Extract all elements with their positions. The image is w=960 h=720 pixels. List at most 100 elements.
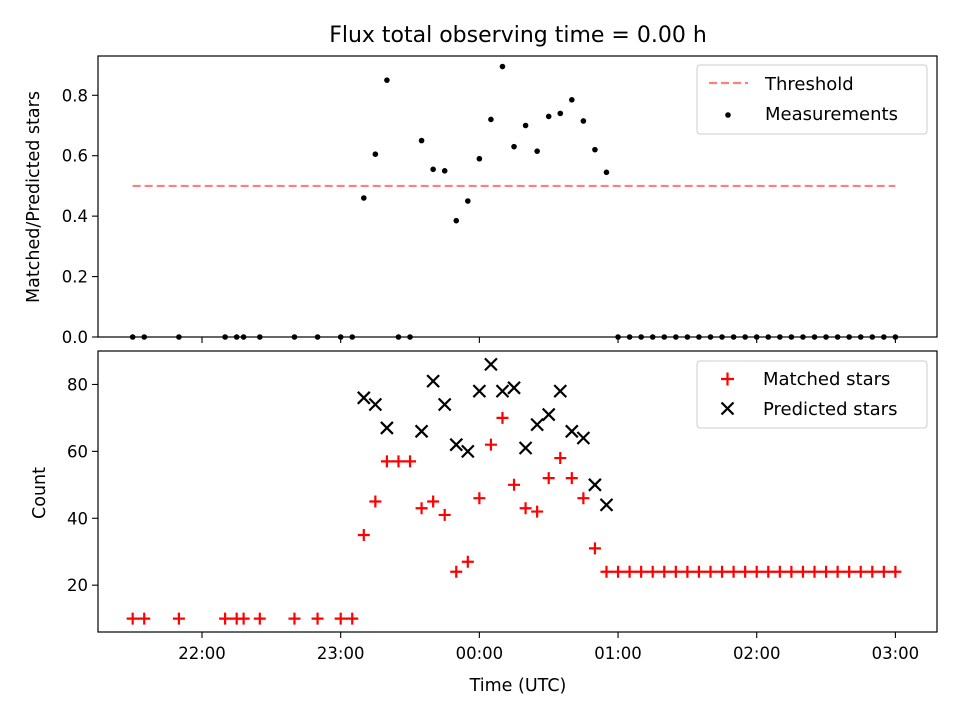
matched-stars-point xyxy=(438,508,451,521)
matched-stars-point xyxy=(577,492,590,505)
measurement-point xyxy=(233,334,240,340)
ratio-panel: 0.00.20.40.60.8 Matched/Predicted stars … xyxy=(24,55,938,347)
matched-stars-point xyxy=(369,495,382,508)
predicted-stars-point xyxy=(553,384,568,398)
predicted-stars-point xyxy=(380,421,394,435)
predicted-stars-point xyxy=(426,374,440,388)
matched-stars-point xyxy=(843,565,856,578)
ratio-y-tick-label: 0.8 xyxy=(62,86,88,105)
measurement-point xyxy=(256,334,263,340)
predicted-stars-point xyxy=(495,384,510,398)
counts-y-tick-label: 20 xyxy=(67,576,88,595)
matched-stars-point xyxy=(785,565,798,578)
predicted-stars-point xyxy=(461,444,475,459)
matched-stars-point xyxy=(762,565,775,578)
measurement-point xyxy=(753,334,760,340)
matched-stars-point xyxy=(415,502,428,515)
counts-panel: 20 40 60 80 22:00 23:00 00:00 01:00 02:00 03:00 C… xyxy=(30,350,938,696)
measurement-point xyxy=(788,334,795,340)
matched-stars-point xyxy=(126,612,139,625)
measurement-point xyxy=(846,334,852,340)
ratio-panel-frame xyxy=(97,55,938,338)
measurement-point xyxy=(222,334,228,340)
measurement-point xyxy=(730,334,737,340)
measurements-legend-swatch xyxy=(725,112,731,118)
predicted-stars-point xyxy=(484,357,498,372)
measurement-point xyxy=(476,155,483,162)
measurement-point xyxy=(684,334,691,340)
matched-stars-point xyxy=(531,505,544,518)
predicted-stars-point xyxy=(599,498,614,512)
counts-y-tick-label: 60 xyxy=(67,442,88,461)
matched-stars-point xyxy=(658,565,671,578)
predicted-stars-point xyxy=(449,437,464,452)
counts-y-axis-label: Count xyxy=(30,467,50,519)
matched-stars-point xyxy=(237,612,250,625)
measurement-point xyxy=(453,217,460,224)
measurement-point xyxy=(557,110,564,117)
ratio-y-tick-label: 0.4 xyxy=(62,207,88,226)
measurement-point xyxy=(534,148,540,154)
matched-stars-point xyxy=(669,565,682,578)
matched-stars-point xyxy=(716,565,729,578)
matched-stars-point xyxy=(692,565,705,578)
predicted-stars-point xyxy=(565,424,579,439)
counts-legend: Matched stars Predicted stars xyxy=(696,360,928,429)
counts-panel-axes: 20 40 60 80 22:00 23:00 00:00 01:00 02:00 03:00 xyxy=(67,375,919,663)
predicted-stars-point xyxy=(357,391,371,405)
measurement-point xyxy=(649,334,656,340)
counts-x-tick-label: 03:00 xyxy=(872,644,920,663)
matched-stars-point xyxy=(820,565,833,578)
matched-legend-swatch xyxy=(721,372,734,386)
matched-stars-point xyxy=(461,555,474,568)
matched-stars-point xyxy=(288,612,301,625)
measurement-point xyxy=(857,334,864,340)
matched-stars-point xyxy=(380,455,393,468)
predicted-stars-point xyxy=(518,441,533,455)
matched-stars-point xyxy=(750,565,763,578)
matched-stars-point xyxy=(404,455,417,468)
measurement-point xyxy=(372,151,379,157)
measurement-point xyxy=(673,334,679,340)
matched-stars-point xyxy=(346,612,359,625)
matched-stars-point xyxy=(588,542,601,555)
matched-stars-point xyxy=(773,565,786,578)
matched-stars-point xyxy=(554,452,567,465)
matched-stars-point xyxy=(877,565,890,578)
measurement-point xyxy=(800,334,806,340)
matched-stars-point xyxy=(727,565,740,578)
counts-x-tick-label: 23:00 xyxy=(317,644,365,663)
ratio-legend: Threshold Measurements xyxy=(696,64,928,135)
matched-stars-point xyxy=(646,565,659,578)
matched-stars-point xyxy=(612,565,625,578)
counts-x-tick-label: 22:00 xyxy=(178,644,226,663)
predicted-stars-point xyxy=(368,397,383,412)
threshold-legend-label: Threshold xyxy=(764,74,854,95)
predicted-legend-label: Predicted stars xyxy=(763,399,897,420)
matched-stars-point xyxy=(138,612,151,625)
counts-y-tick-label: 40 xyxy=(67,509,88,528)
measurement-point xyxy=(869,334,876,340)
measurement-point xyxy=(881,334,887,340)
measurement-point xyxy=(626,334,633,340)
measurement-point xyxy=(696,334,702,340)
counts-y-tick-label: 80 xyxy=(67,375,88,394)
measurement-point xyxy=(765,334,772,340)
matched-stars-point xyxy=(831,565,844,578)
measurement-point xyxy=(811,334,818,340)
matched-stars-point xyxy=(427,495,440,508)
matched-stars-point xyxy=(357,528,370,541)
matched-stars-point xyxy=(704,565,717,578)
measurement-point xyxy=(430,166,436,173)
matched-stars-point xyxy=(565,472,578,485)
measurement-point xyxy=(407,334,413,340)
counts-x-tick-label: 01:00 xyxy=(594,644,642,663)
matched-stars-point xyxy=(889,565,902,578)
measurement-point xyxy=(569,97,575,103)
counts-legend-box xyxy=(696,360,928,429)
measurement-point xyxy=(742,334,748,340)
matched-stars-point xyxy=(519,502,532,515)
counts-x-tick-label: 00:00 xyxy=(456,644,504,663)
predicted-stars-point xyxy=(437,397,452,412)
